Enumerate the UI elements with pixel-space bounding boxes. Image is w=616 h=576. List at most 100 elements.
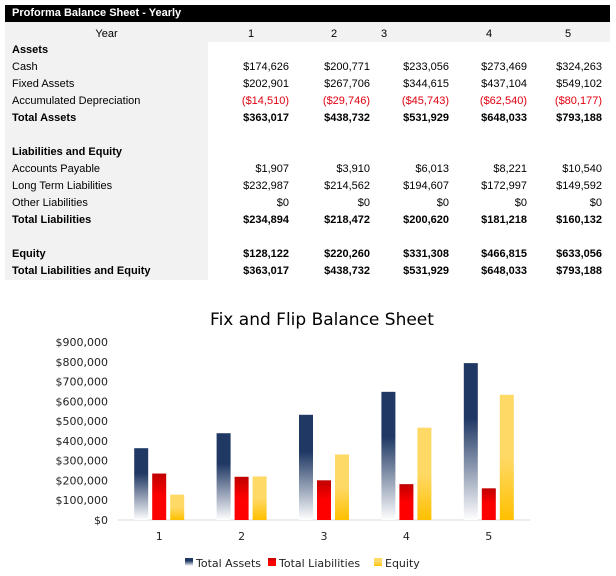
cell-value: $466,815	[481, 248, 527, 260]
cell-value: $648,033	[481, 112, 527, 124]
year-header: 4	[485, 28, 493, 40]
x-tick-label: 5	[485, 530, 492, 543]
cell-value: $0	[436, 197, 449, 209]
row-label: Total Liabilities and Equity	[5, 263, 208, 280]
cell-value: $549,102	[556, 78, 602, 90]
year-header-row: Year 1 2 3 4 5	[5, 22, 610, 42]
cell-value: $633,056	[556, 248, 602, 260]
row-label: Assets	[5, 42, 208, 59]
cell-value: $10,540	[562, 163, 602, 175]
legend-swatch	[185, 558, 193, 566]
cell-value: $438,732	[324, 112, 370, 124]
cell-value: $181,218	[481, 214, 527, 226]
cell-value: ($14,510)	[241, 95, 289, 107]
bar-total-assets	[381, 391, 396, 520]
row-label: Accumulated Depreciation	[5, 93, 208, 110]
table-row: Accumulated Depreciation ($14,510) ($29,74…	[5, 93, 610, 110]
cell-value: $324,263	[556, 61, 602, 73]
cell-value: $172,997	[481, 180, 527, 192]
legend-swatch	[268, 558, 276, 566]
row-label: Fixed Assets	[5, 76, 208, 93]
cell-value: $149,592	[556, 180, 602, 192]
y-tick-label: $900,000	[56, 336, 109, 349]
table-title: Proforma Balance Sheet - Yearly	[5, 5, 610, 22]
table-row: Assets	[5, 42, 610, 59]
table-row: Fixed Assets $202,901 $267,706 $344,615 $437…	[5, 76, 610, 93]
bar-total-assets	[299, 414, 313, 520]
cell-value: $214,562	[324, 180, 370, 192]
cell-value: $793,188	[556, 265, 602, 277]
y-tick-label: $300,000	[56, 455, 109, 468]
bar-equity	[252, 476, 267, 520]
cell-value: $1,907	[255, 163, 289, 175]
cell-value: $331,308	[403, 248, 449, 260]
cell-value: $202,901	[243, 78, 289, 90]
row-label: Cash	[5, 59, 208, 76]
cell-value: $234,894	[243, 214, 289, 226]
cell-value: $0	[357, 197, 370, 209]
row-label: Liabilities and Equity	[5, 144, 208, 161]
cell-value: $233,056	[403, 61, 449, 73]
cell-value: $160,132	[556, 214, 602, 226]
bar-equity	[499, 394, 514, 520]
cell-value: $344,615	[403, 78, 449, 90]
row-label: Total Liabilities	[5, 212, 208, 229]
balance-sheet-table: Year 1 2 3 4 5 Assets Cash $174,626 $200,771 $233,…	[5, 22, 610, 280]
cell-value: ($80,177)	[554, 95, 602, 107]
row-label: Equity	[5, 246, 208, 263]
y-tick-label: $600,000	[56, 395, 109, 408]
cell-value: $0	[589, 197, 602, 209]
chart-title: Fix and Flip Balance Sheet	[210, 310, 434, 330]
bar-equity	[335, 454, 349, 520]
table-row: Cash $174,626 $200,771 $233,056 $273,469 $324…	[5, 59, 610, 76]
table-row	[5, 127, 610, 144]
cell-value: $232,987	[243, 180, 289, 192]
table-row	[5, 229, 610, 246]
bar-total-liabilities	[481, 488, 496, 520]
cell-value: $218,472	[324, 214, 370, 226]
row-label: Other Liabilities	[5, 195, 208, 212]
cell-value: $531,929	[403, 265, 449, 277]
y-tick-label: $800,000	[56, 356, 109, 369]
cell-value: $363,017	[243, 265, 289, 277]
cell-value: $793,188	[556, 112, 602, 124]
table-row: Equity $128,122 $220,260 $331,308 $466,815 $6…	[5, 246, 610, 263]
table-row: Total Liabilities and Equity $363,017 $438…	[5, 263, 610, 280]
cell-value: $531,929	[403, 112, 449, 124]
y-tick-label: $700,000	[56, 376, 109, 389]
balance-chart: Fix and Flip Balance Sheet $0 $100,000 $20…	[56, 310, 530, 570]
y-tick-label: $400,000	[56, 435, 109, 448]
y-tick-label: $200,000	[56, 474, 109, 487]
legend-label: Total Liabilities	[278, 557, 360, 570]
table-row: Long Term Liabilities $232,987 $214,562 $19…	[5, 178, 610, 195]
legend-label: Total Assets	[195, 557, 261, 570]
cell-value: $194,607	[403, 180, 449, 192]
year-header: 1	[247, 28, 255, 40]
y-tick-label: $500,000	[56, 415, 109, 428]
row-label: Accounts Payable	[5, 161, 208, 178]
cell-value: $437,104	[481, 78, 527, 90]
legend-label: Equity	[385, 557, 420, 570]
x-tick-label: 2	[238, 530, 245, 543]
table-row: Total Assets $363,017 $438,732 $531,929 $648…	[5, 110, 610, 127]
cell-value: $6,013	[415, 163, 449, 175]
row-label: Total Assets	[5, 110, 208, 127]
bar-equity	[417, 427, 432, 520]
cell-value: $438,732	[324, 265, 370, 277]
cell-value: $648,033	[481, 265, 527, 277]
bar-total-liabilities	[152, 473, 167, 520]
x-tick-label: 3	[321, 530, 328, 543]
year-header: 3	[380, 28, 388, 40]
cell-value: $220,260	[324, 248, 370, 260]
year-header: 5	[564, 28, 572, 40]
year-label: Year	[5, 22, 208, 42]
cell-value: $0	[276, 197, 289, 209]
cell-value: $200,771	[324, 61, 370, 73]
table-row: Accounts Payable $1,907 $3,910 $6,013 $8,221…	[5, 161, 610, 178]
table-row: Total Liabilities $234,894 $218,472 $200,62…	[5, 212, 610, 229]
cell-value: ($29,746)	[322, 95, 370, 107]
cell-value: $8,221	[493, 163, 527, 175]
bar-total-assets	[216, 433, 231, 520]
bar-total-assets	[134, 448, 149, 520]
cell-value: $273,469	[481, 61, 527, 73]
